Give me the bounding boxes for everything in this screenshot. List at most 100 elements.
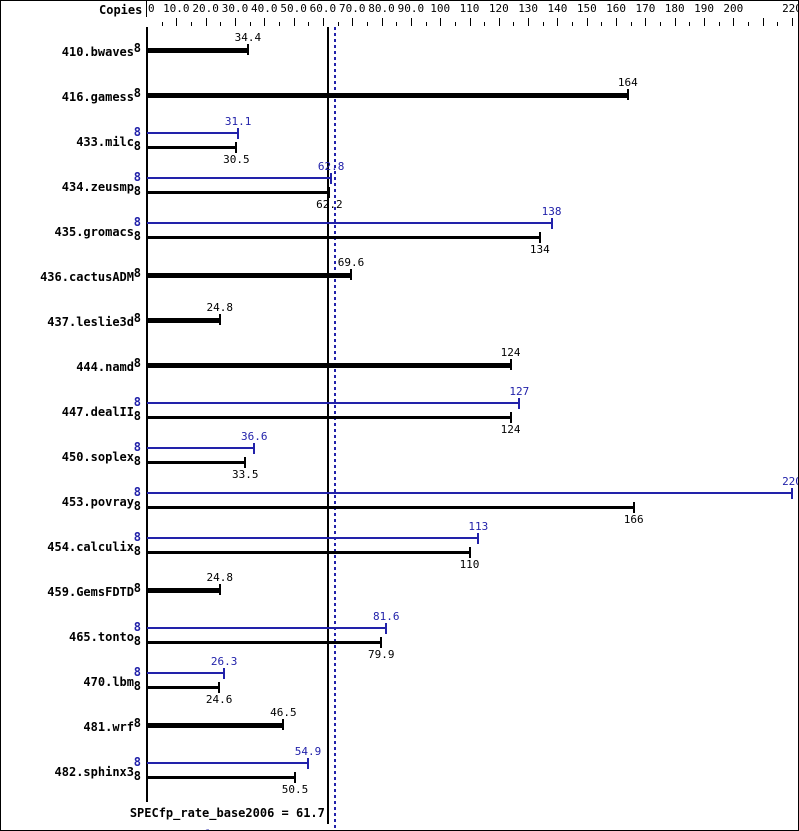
peak-copies-value: 8 <box>133 395 141 409</box>
peak-value-label: 138 <box>541 205 562 218</box>
peak-bar-end-cap <box>237 128 240 139</box>
benchmark-name: 436.cactusADM <box>40 270 134 284</box>
row-axis-segment <box>146 397 148 427</box>
axis-minor-tick <box>308 22 310 26</box>
single-copies-value: 8 <box>133 581 141 595</box>
peak-copies-value: 8 <box>133 620 141 634</box>
axis-major-tick <box>234 18 236 26</box>
single-bar <box>147 363 511 368</box>
base-value-label: 110 <box>459 558 480 571</box>
benchmark-row: 481.wrf 46.5 8 <box>1 704 798 749</box>
base-bar-end-cap <box>468 547 471 558</box>
axis-minor-tick <box>220 22 222 26</box>
base-bar <box>147 776 296 779</box>
benchmark-name: 482.sphinx3 <box>54 765 134 779</box>
axis-tick-label: 130 <box>518 2 539 15</box>
base-bar <box>147 506 634 509</box>
single-value-label: 24.8 <box>206 571 233 584</box>
peak-bar <box>147 762 308 764</box>
axis-tick-label: 140 <box>547 2 568 15</box>
benchmark-name: 453.povray <box>61 495 134 509</box>
base-copies-value: 8 <box>133 454 141 468</box>
benchmark-name: 459.GemsFDTD <box>47 585 134 599</box>
peak-bar <box>147 537 479 539</box>
base-value-label: 124 <box>500 423 521 436</box>
peak-bar <box>147 402 520 404</box>
benchmark-row: 465.tonto 81.6 8 79.9 8 <box>1 610 798 661</box>
base-bar <box>147 551 470 554</box>
base-value-label: 79.9 <box>368 648 395 661</box>
base-bar-end-cap <box>235 142 238 153</box>
base-copies-value: 8 <box>133 139 141 153</box>
single-copies-value: 8 <box>133 716 141 730</box>
row-axis-segment <box>146 442 148 472</box>
benchmark-row: 482.sphinx3 54.9 8 50.5 8 <box>1 745 798 796</box>
peak-bar-end-cap <box>223 668 226 679</box>
base-value-label: 50.5 <box>281 783 309 796</box>
base-copies-value: 8 <box>133 409 141 423</box>
peak-bar-end-cap <box>791 488 793 499</box>
axis-major-tick <box>322 18 324 26</box>
axis-minor-tick <box>542 22 544 26</box>
axis-tick-label: 110 <box>459 2 480 15</box>
benchmark-name: 454.calculix <box>47 540 134 554</box>
base-value-label: 166 <box>623 513 644 526</box>
axis-tick-label: 20.0 <box>192 2 219 15</box>
axis-minor-tick <box>278 22 280 26</box>
axis-tick-label: 80.0 <box>368 2 395 15</box>
single-bar-end-cap <box>218 584 221 595</box>
benchmark-name: 410.bwaves <box>61 45 134 59</box>
base-copies-value: 8 <box>133 229 141 243</box>
row-axis-segment <box>146 757 148 787</box>
benchmark-name: 437.leslie3d <box>47 315 134 329</box>
base-bar-end-cap <box>380 637 383 648</box>
benchmark-name: 465.tonto <box>68 630 134 644</box>
benchmark-row: 447.dealII 127 8 124 8 <box>1 385 798 436</box>
single-value-label: 46.5 <box>270 706 297 719</box>
single-copies-value: 8 <box>133 356 141 370</box>
axis-minor-tick <box>366 22 368 26</box>
benchmark-name: 450.soplex <box>61 450 134 464</box>
base-bar-end-cap <box>509 412 512 423</box>
single-bar-end-cap <box>282 719 285 730</box>
axis-minor-tick <box>484 22 486 26</box>
peak-value-label: 31.1 <box>224 115 252 128</box>
axis-minor-tick <box>572 22 574 26</box>
benchmark-name: 416.gamess <box>61 90 134 104</box>
plot-area: 410.bwaves 34.4 8 416.gamess 164 8 433.milc 31.… <box>1 27 798 830</box>
single-bar <box>147 273 352 278</box>
row-axis-segment <box>146 172 148 202</box>
benchmark-row: 454.calculix 113 8 110 8 <box>1 520 798 571</box>
single-value-label: 69.6 <box>337 256 365 269</box>
benchmark-row: 435.gromacs 138 8 134 8 <box>1 205 798 256</box>
single-value-label: 24.8 <box>206 301 233 314</box>
axis-major-tick <box>498 18 500 26</box>
peak-mean-line <box>333 27 336 830</box>
axis-major-tick <box>586 18 588 26</box>
axis-major-tick <box>616 18 618 26</box>
benchmark-name: 447.dealII <box>61 405 134 419</box>
axis-tick-label: 70.0 <box>338 2 366 15</box>
base-bar <box>147 641 382 644</box>
single-bar-end-cap <box>509 359 512 370</box>
single-bar <box>147 723 284 728</box>
axis-minor-tick <box>249 22 251 26</box>
peak-bar <box>147 222 552 224</box>
base-bar-end-cap <box>218 682 221 693</box>
peak-value-label: 54.9 <box>294 745 322 758</box>
row-axis-segment <box>146 532 148 562</box>
single-value-label: 34.4 <box>234 31 262 44</box>
axis-major-tick <box>176 18 178 26</box>
base-copies-value: 8 <box>133 634 141 648</box>
single-bar-end-cap <box>350 269 353 280</box>
benchmark-row: 433.milc 31.1 8 30.5 8 <box>1 115 798 166</box>
benchmark-name: 444.namd <box>76 360 134 374</box>
peak-bar-end-cap <box>550 218 553 229</box>
axis-minor-tick <box>689 22 691 26</box>
single-copies-value: 8 <box>133 266 141 280</box>
base-bar <box>147 416 511 419</box>
benchmark-name: 470.lbm <box>83 675 134 689</box>
axis-tick-label: 120 <box>488 2 509 15</box>
base-bar <box>147 236 540 239</box>
base-copies-value: 8 <box>133 499 141 513</box>
